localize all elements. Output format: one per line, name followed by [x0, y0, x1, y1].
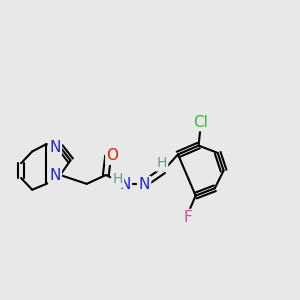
Text: O: O [106, 148, 119, 164]
Text: F: F [183, 210, 192, 225]
Text: N: N [119, 177, 131, 192]
Text: Cl: Cl [193, 115, 208, 130]
Text: H: H [112, 172, 123, 186]
Text: N: N [49, 140, 61, 154]
Text: H: H [157, 156, 167, 170]
Text: N: N [49, 167, 61, 182]
Text: N: N [138, 177, 150, 192]
